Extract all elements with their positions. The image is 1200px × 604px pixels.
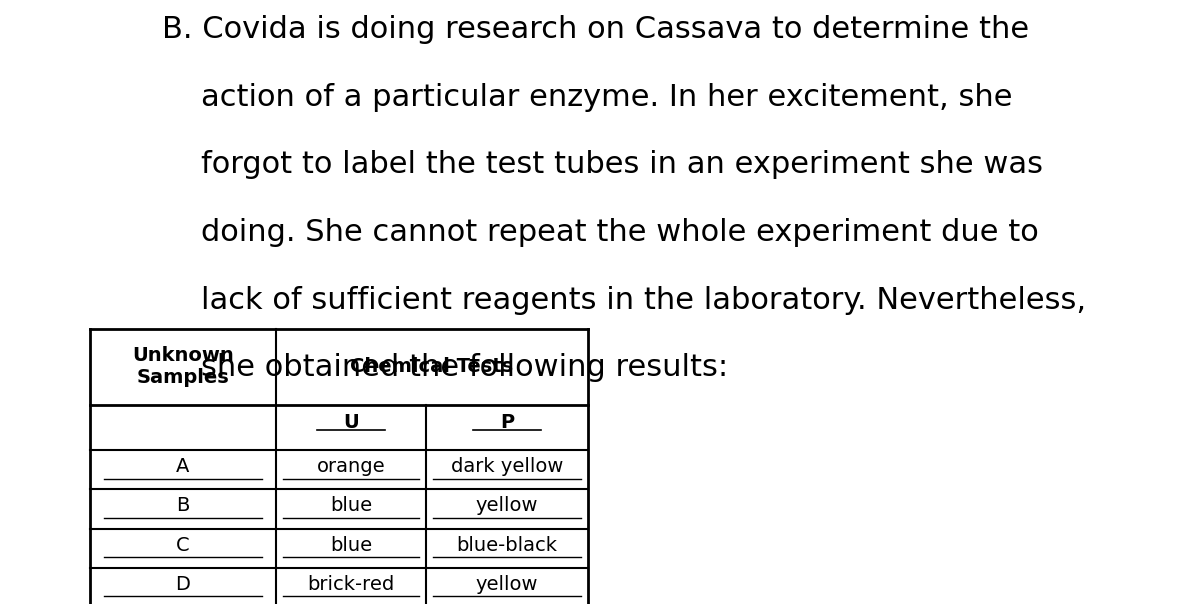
- Text: yellow: yellow: [475, 496, 539, 515]
- Text: doing. She cannot repeat the whole experiment due to: doing. She cannot repeat the whole exper…: [162, 218, 1039, 247]
- Text: blue: blue: [330, 496, 372, 515]
- Text: B. Covida is doing research on Cassava to determine the: B. Covida is doing research on Cassava t…: [162, 15, 1030, 44]
- Text: Chemical Tests: Chemical Tests: [350, 358, 514, 376]
- Text: blue: blue: [330, 536, 372, 554]
- Text: yellow: yellow: [475, 575, 539, 594]
- Text: lack of sufficient reagents in the laboratory. Nevertheless,: lack of sufficient reagents in the labor…: [162, 286, 1086, 315]
- Text: B: B: [176, 496, 190, 515]
- Text: she obtained the following results:: she obtained the following results:: [162, 353, 728, 382]
- Text: D: D: [175, 575, 191, 594]
- Text: A: A: [176, 457, 190, 476]
- Text: C: C: [176, 536, 190, 554]
- Text: P: P: [500, 413, 514, 432]
- Text: blue-black: blue-black: [456, 536, 558, 554]
- Text: U: U: [343, 413, 359, 432]
- Text: dark yellow: dark yellow: [451, 457, 563, 476]
- Text: forgot to label the test tubes in an experiment she was: forgot to label the test tubes in an exp…: [162, 150, 1043, 179]
- Text: Unknown
Samples: Unknown Samples: [132, 347, 234, 387]
- Text: action of a particular enzyme. In her excitement, she: action of a particular enzyme. In her ex…: [162, 83, 1013, 112]
- Text: orange: orange: [317, 457, 385, 476]
- Text: brick-red: brick-red: [307, 575, 395, 594]
